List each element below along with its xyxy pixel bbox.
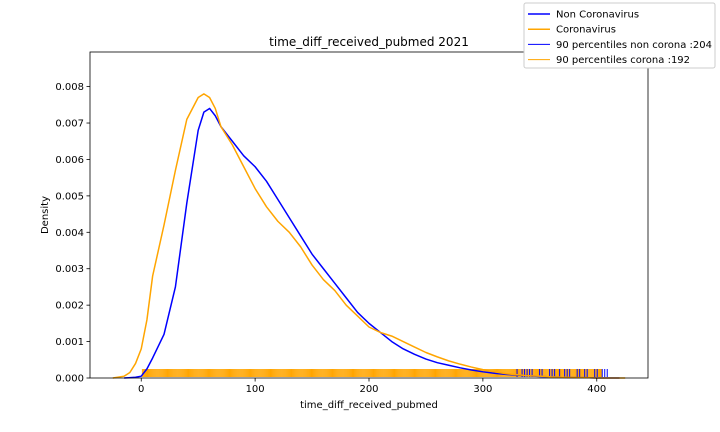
y-tick-label: 0.003 (55, 264, 84, 275)
y-tick-label: 0.006 (55, 155, 84, 166)
x-tick-label: 400 (587, 384, 606, 395)
y-tick-label: 0.000 (55, 374, 84, 385)
x-tick-label: 0 (138, 384, 144, 395)
y-tick-label: 0.004 (55, 228, 84, 239)
y-axis-label: Density (40, 196, 51, 234)
legend-entry-percentile-corona-label: 90 percentiles corona :192 (556, 55, 690, 66)
series-line-coronavirus (112, 93, 626, 379)
plot-area (112, 93, 626, 379)
axes-frame (89, 51, 649, 379)
chart-title: time_diff_received_pubmed 2021 (269, 35, 469, 49)
series-line-non-coronavirus (124, 107, 620, 379)
legend-entry-coronavirus-label: Coronavirus (556, 25, 616, 36)
legend-entry-percentile-non-corona-label: 90 percentiles non corona :204 (556, 40, 712, 51)
y-tick-label: 0.008 (55, 82, 84, 93)
y-axis: 0.000 0.001 0.002 0.003 0.004 0.005 0.006 0.007… (55, 82, 90, 385)
legend-frame (523, 2, 716, 69)
legend: Non Coronavirus Coronavirus 90 percentiles… (523, 2, 716, 69)
y-tick-label: 0.007 (55, 119, 84, 130)
y-tick-label: 0.005 (55, 191, 84, 202)
x-tick-label: 200 (359, 384, 378, 395)
legend-entry-non-coronavirus-label: Non Coronavirus (556, 10, 639, 21)
x-tick-label: 300 (473, 384, 492, 395)
x-tick-label: 100 (246, 384, 265, 395)
y-tick-label: 0.002 (55, 301, 84, 312)
y-tick-label: 0.001 (55, 337, 84, 348)
x-axis: 0 100 200 300 400 (138, 378, 606, 395)
x-axis-label: time_diff_received_pubmed (300, 400, 438, 411)
